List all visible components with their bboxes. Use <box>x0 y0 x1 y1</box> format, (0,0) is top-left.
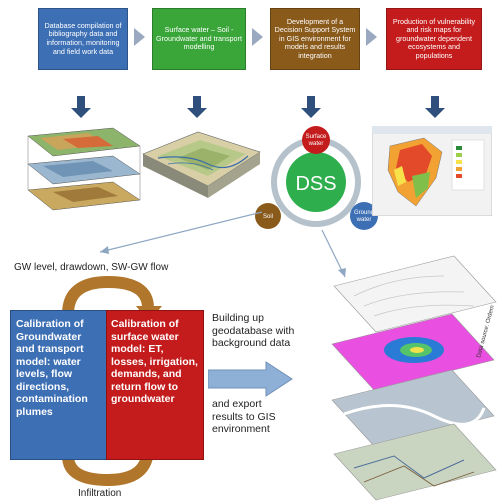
step-database-text: Database compilation of bibliography dat… <box>44 20 122 56</box>
soil-node-label: Soil <box>263 214 273 220</box>
chevron-arrow-2 <box>252 28 263 46</box>
gw-level-label: GW level, drawdown, SW-GW flow <box>14 262 169 273</box>
surface-water-node <box>302 126 330 154</box>
down-arrow-4 <box>425 96 445 118</box>
vulnerability-map-image <box>372 126 492 216</box>
surface-water-calibration-box <box>106 310 204 460</box>
export-arrow <box>208 361 293 397</box>
step-database-box: Database compilation of bibliography dat… <box>38 8 128 70</box>
chevron-arrow-1 <box>134 28 145 46</box>
step-dss-box: Development of a Decision Support System… <box>270 8 360 70</box>
step-modelling-text: Surface water – Soil - Groundwater and t… <box>156 25 242 52</box>
groundwater-calibration-box <box>10 310 108 460</box>
step-dss-text: Development of a Decision Support System… <box>274 16 356 60</box>
data-source-label: Data source: Ordem <box>476 305 496 359</box>
dss-cycle-diagram: DSS Surface water Soil Ground water <box>255 126 378 230</box>
soil-node <box>255 203 281 229</box>
groundwater-calibration-text: Calibration of Groundwater and transport… <box>16 318 88 418</box>
infiltration-label: Infiltration <box>78 488 122 499</box>
down-arrow-3 <box>301 96 321 118</box>
step-modelling-box: Surface water – Soil - Groundwater and t… <box>152 8 246 70</box>
ground-water-node <box>350 202 378 230</box>
chevron-arrow-3 <box>366 28 377 46</box>
export-text: and export results to GIS environment <box>212 398 276 435</box>
dss-center-circle <box>286 152 346 212</box>
dss-label: DSS <box>295 173 336 195</box>
step-maps-box: Production of vulnerability and risk map… <box>386 8 482 70</box>
down-arrow-1 <box>71 96 91 118</box>
groundwater-model-layers-image <box>27 127 141 211</box>
geodatabase-text: Building up geodatabase with background … <box>212 312 295 349</box>
gis-map-stack-image: Data source: Ordem <box>331 255 497 501</box>
down-arrow-2 <box>187 96 207 118</box>
step-maps-text: Production of vulnerability and risk map… <box>392 16 476 60</box>
ground-water-node-label: Ground water <box>354 210 374 223</box>
surface-water-node-label: Surface water <box>306 134 327 147</box>
surface-water-calibration-text: Calibration of surface water model: ET, … <box>111 318 198 405</box>
surface-water-model-image <box>142 131 261 198</box>
